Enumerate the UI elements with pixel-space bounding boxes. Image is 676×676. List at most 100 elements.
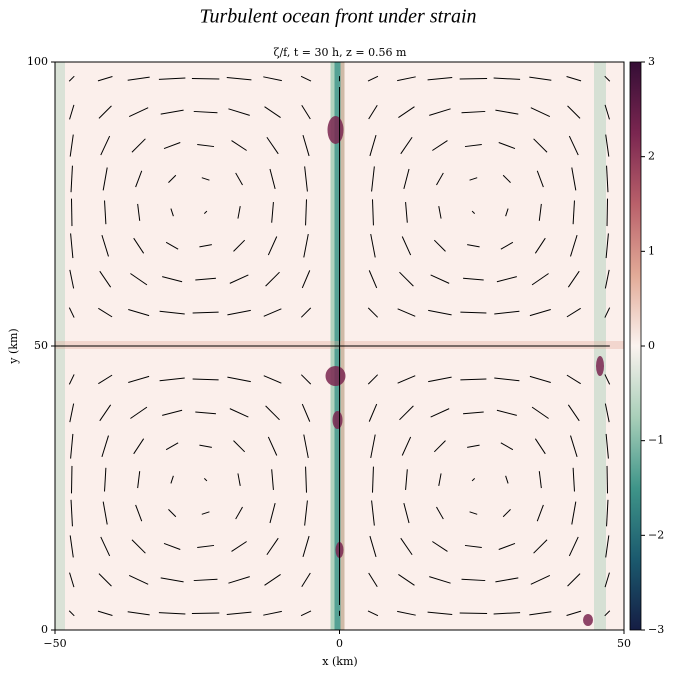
- quiver-arrow: [68, 374, 75, 385]
- quiver-arrow: [68, 75, 75, 82]
- quiver-arrow: [98, 105, 112, 119]
- quiver-arrow: [199, 444, 212, 448]
- quiver-arrow: [160, 109, 184, 115]
- quiver-arrow: [100, 135, 111, 156]
- quiver-arrow: [131, 138, 146, 153]
- quiver-arrow: [461, 578, 486, 582]
- vortex-blob: [327, 116, 344, 144]
- quiver-arrow: [195, 277, 216, 281]
- quiver-arrow: [567, 573, 581, 587]
- quiver-arrow: [505, 475, 509, 484]
- quiver-arrow: [530, 107, 551, 118]
- quiver-arrow: [199, 244, 212, 248]
- quiver-arrow: [305, 466, 307, 493]
- quiver-arrow: [135, 504, 143, 522]
- quiver-arrow: [197, 544, 215, 548]
- y-tick-label: 50: [34, 339, 48, 352]
- quiver-arrow: [68, 307, 75, 318]
- quiver-arrow: [400, 136, 413, 155]
- x-tick-label: 0: [336, 637, 343, 650]
- quiver-arrow: [168, 174, 177, 183]
- quiver-arrow: [301, 403, 311, 422]
- quiver-arrow: [370, 434, 376, 459]
- quiver-arrow: [529, 76, 552, 81]
- quiver-arrow: [305, 199, 307, 226]
- quiver-arrow: [104, 467, 107, 492]
- x-tick-label: 50: [617, 637, 631, 650]
- quiver-arrow: [405, 469, 408, 490]
- quiver-arrow: [568, 135, 579, 156]
- vortex-blob: [596, 356, 604, 376]
- quiver-arrow: [604, 269, 610, 289]
- x-axis-label: x (km): [322, 655, 357, 668]
- quiver-arrow: [233, 239, 246, 252]
- quiver-arrow: [193, 578, 218, 582]
- subtitle: ζ/f, t = 30 h, z = 0.56 m: [274, 46, 408, 59]
- quiver-arrow: [500, 241, 514, 250]
- quiver-arrow: [159, 310, 185, 315]
- quiver-arrow: [571, 501, 577, 525]
- quiver-arrow: [197, 144, 215, 148]
- quiver-arrow: [303, 434, 309, 459]
- quiver-arrow: [69, 403, 75, 423]
- quiver-arrow: [566, 76, 582, 82]
- quiver-arrow: [231, 140, 247, 151]
- quiver-arrow: [566, 374, 581, 385]
- x-tick-label: −50: [43, 637, 66, 650]
- quiver-arrow: [463, 277, 484, 281]
- vortex-blob: [583, 614, 593, 626]
- quiver-arrow: [104, 200, 107, 225]
- colorbar-tick-label: −3: [648, 623, 664, 636]
- quiver-arrow: [237, 206, 241, 219]
- quiver-arrow: [494, 377, 520, 382]
- quiver-arrow: [301, 270, 311, 289]
- quiver-arrow: [432, 541, 448, 552]
- quiver-arrow: [531, 273, 549, 286]
- quiver-arrow: [371, 500, 375, 526]
- quiver-arrow: [534, 237, 546, 254]
- quiver-arrow: [604, 104, 610, 120]
- quiver-arrow: [460, 311, 487, 314]
- quiver-arrow: [193, 110, 218, 114]
- quiver-arrow: [568, 536, 579, 557]
- quiver-arrow: [368, 270, 378, 289]
- quiver-arrow: [606, 499, 609, 527]
- quiver-arrow: [137, 203, 141, 221]
- quiver-arrow: [271, 202, 274, 223]
- quiver-arrow: [467, 444, 480, 448]
- quiver-arrow: [566, 610, 582, 616]
- quiver-arrow: [436, 506, 444, 520]
- quiver-arrow: [536, 504, 544, 522]
- quiver-arrow: [430, 408, 450, 418]
- y-tick-label: 100: [27, 55, 48, 68]
- quiver-arrow: [464, 144, 482, 148]
- quiver-arrow: [529, 375, 551, 383]
- quiver-arrow: [162, 276, 183, 283]
- quiver-arrow: [399, 405, 414, 421]
- colorbar-tick-label: 0: [648, 339, 655, 352]
- quiver-arrow: [436, 172, 444, 186]
- quiver-arrow: [367, 610, 379, 617]
- quiver-arrow: [68, 610, 75, 617]
- quiver-arrow: [403, 502, 410, 524]
- quiver-arrow: [571, 167, 577, 191]
- quiver-arrow: [97, 610, 113, 616]
- quiver-arrow: [460, 378, 487, 381]
- quiver-arrow: [170, 208, 174, 217]
- quiver-arrow: [605, 433, 609, 459]
- quiver-arrow: [398, 106, 415, 118]
- quiver-arrow: [99, 270, 112, 288]
- quiver-arrow: [536, 170, 544, 188]
- quiver-arrow: [269, 168, 276, 190]
- quiver-arrow: [496, 276, 517, 283]
- quiver-arrow: [128, 375, 150, 383]
- quiver-arrow: [267, 436, 278, 456]
- y-axis-label: y (km): [7, 328, 20, 364]
- quiver-arrow: [203, 210, 208, 214]
- quiver-arrow: [428, 376, 452, 383]
- quiver-arrow: [99, 404, 112, 422]
- quiver-arrow: [133, 237, 145, 254]
- quiver-arrow: [70, 499, 73, 527]
- colorbar-tick-label: 2: [648, 150, 655, 163]
